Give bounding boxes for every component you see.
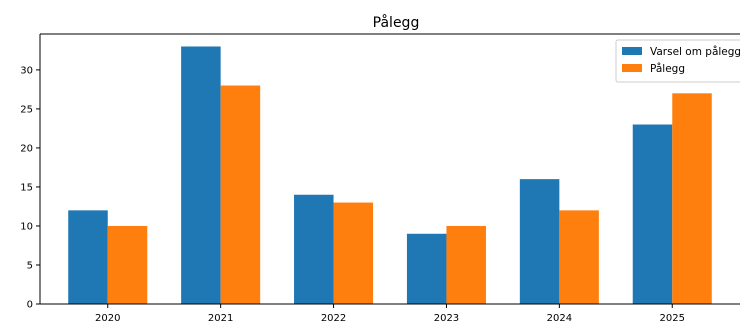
bar-palegg-2025 bbox=[672, 93, 712, 304]
y-tick-label: 0 bbox=[27, 300, 33, 311]
y-tick-label: 5 bbox=[27, 260, 33, 271]
bar-varsel-2023 bbox=[406, 233, 447, 304]
y-tick-label: 20 bbox=[20, 143, 33, 154]
legend: Varsel om pålegg Pålegg bbox=[615, 39, 740, 83]
x-tick-label: 2020 bbox=[95, 313, 120, 322]
y-tick-label: 30 bbox=[20, 65, 33, 76]
y-tick-label: 25 bbox=[20, 104, 33, 115]
bar-varsel-2024 bbox=[519, 179, 560, 304]
bars-group bbox=[68, 46, 712, 305]
bar-palegg-2020 bbox=[107, 225, 148, 304]
legend-box bbox=[615, 39, 740, 83]
bar-varsel-2020 bbox=[68, 210, 108, 304]
bar-palegg-2023 bbox=[446, 225, 486, 304]
chart-title: Pålegg bbox=[373, 14, 420, 31]
x-tick-label: 2024 bbox=[547, 313, 572, 322]
x-tick-label: 2025 bbox=[660, 313, 685, 322]
x-tick-label: 2021 bbox=[208, 313, 233, 322]
bar-varsel-2021 bbox=[181, 46, 221, 305]
bar-palegg-2022 bbox=[333, 202, 374, 304]
bar-varsel-2022 bbox=[294, 194, 334, 304]
legend-label-palegg: Pålegg bbox=[650, 62, 685, 75]
legend-swatch-varsel bbox=[622, 47, 642, 55]
y-tick-label: 15 bbox=[20, 182, 33, 193]
x-tick-label: 2022 bbox=[321, 313, 346, 322]
legend-swatch-palegg bbox=[622, 64, 642, 72]
y-tick-label: 10 bbox=[20, 221, 33, 232]
bar-palegg-2021 bbox=[220, 85, 261, 304]
x-tick-label: 2023 bbox=[434, 313, 459, 322]
legend-label-varsel: Varsel om pålegg bbox=[650, 45, 740, 58]
bar-palegg-2024 bbox=[559, 210, 599, 304]
bar-varsel-2025 bbox=[632, 124, 673, 305]
